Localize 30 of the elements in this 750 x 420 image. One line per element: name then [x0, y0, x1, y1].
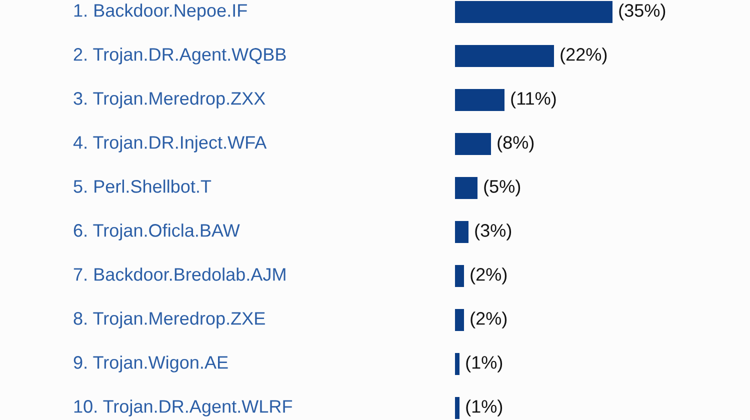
data-label: (11%)	[511, 92, 556, 108]
y-tick-label: 4. Trojan.DR.Inject.WFA	[73, 136, 267, 152]
y-tick-label: 8. Trojan.Meredrop.ZXE	[74, 312, 265, 328]
y-tick-label: 2. Trojan.DR.Agent.WQBB	[74, 48, 286, 64]
data-label: (3%)	[475, 224, 512, 240]
bar	[455, 45, 554, 67]
bar	[455, 309, 464, 331]
bar	[455, 397, 460, 419]
data-label: (22%)	[560, 48, 607, 64]
bar	[455, 89, 504, 111]
bar	[455, 221, 468, 243]
bar	[455, 177, 478, 199]
bar	[455, 133, 491, 155]
bar	[455, 1, 612, 23]
data-label: (2%)	[470, 268, 507, 284]
y-tick-label: 1. Backdoor.Nepoe.IF	[74, 4, 247, 20]
y-tick-label: 5. Perl.Shellbot.T	[74, 180, 212, 193]
data-label: (35%)	[619, 4, 666, 20]
bar	[455, 353, 460, 375]
y-tick-label: 3. Trojan.Meredrop.ZXX	[74, 92, 266, 108]
y-tick-label: 7. Backdoor.Bredolab.AJM	[74, 268, 286, 281]
bar	[455, 265, 464, 287]
data-label: (1%)	[466, 400, 502, 416]
y-tick-label: 10. Trojan.DR.Agent.WLRF	[74, 400, 292, 416]
y-tick-label: 9. Trojan.Wigon.AE	[74, 356, 228, 372]
data-label: (1%)	[466, 356, 502, 372]
y-tick-label: 6. Trojan.Oficla.BAW	[74, 224, 240, 240]
data-label: (2%)	[470, 312, 507, 328]
data-label: (5%)	[484, 180, 520, 196]
data-label: (8%)	[498, 136, 534, 152]
